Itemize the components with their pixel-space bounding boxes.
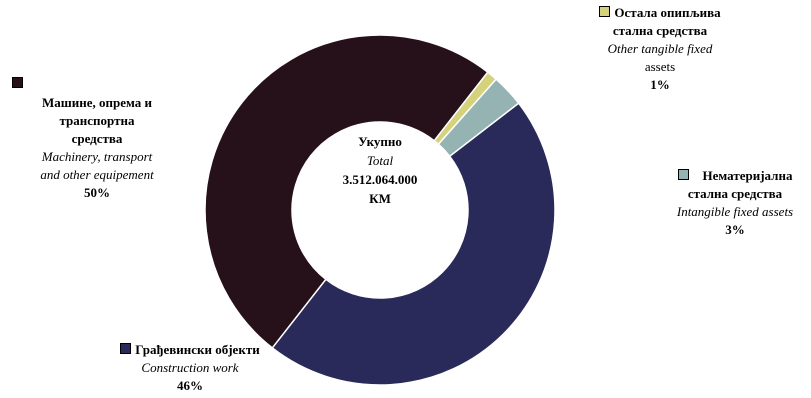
donut-slice-2 — [271, 102, 556, 386]
label-other-tangible-title: Остала опипљива — [560, 4, 760, 22]
center-unit: КМ — [369, 191, 391, 206]
label-machinery-en-2: and other equipement — [40, 167, 154, 182]
label-construction: Грађевински објекти Construction work 46… — [90, 341, 290, 395]
label-machinery-en: Machinery, transport — [41, 149, 153, 164]
center-subtitle: Total — [366, 153, 394, 168]
label-intangible-title: Нематеријална — [650, 167, 811, 185]
label-construction-pct: 46% — [177, 378, 203, 393]
donut-slices — [204, 34, 556, 386]
label-machinery-pct: 50% — [84, 185, 110, 200]
label-intangible: Нематеријална стална средства Intangible… — [650, 167, 811, 239]
legend-swatch-construction — [120, 343, 132, 354]
center-value: 3.512.064.000 — [342, 172, 418, 187]
center-title: Укупно — [358, 134, 402, 149]
label-construction-en: Construction work — [141, 360, 239, 375]
label-intangible-title-2: стална средства — [687, 186, 783, 201]
label-other-tangible: Остала опипљива стална средства Other ta… — [560, 4, 760, 94]
label-other-tangible-title-2: стална средства — [612, 23, 708, 38]
legend-swatch-intangible — [677, 169, 689, 180]
legend-swatch-machinery — [12, 77, 23, 88]
label-machinery: Машине, опрема и транспортна средства Ma… — [12, 94, 182, 202]
donut-center-total: Укупно Total 3.512.064.000 КМ — [320, 132, 440, 208]
label-machinery-title-2: транспортна — [59, 113, 135, 128]
label-construction-title: Грађевински објекти — [90, 341, 290, 359]
label-other-tangible-en-2: assets — [644, 59, 676, 74]
label-other-tangible-pct: 1% — [650, 77, 670, 92]
label-machinery-title-3: средства — [71, 131, 123, 146]
label-machinery-title: Машине, опрема и — [42, 95, 152, 110]
label-intangible-en: Intangible fixed assets — [676, 204, 794, 219]
label-other-tangible-en: Other tangible fixed — [607, 41, 713, 56]
label-intangible-pct: 3% — [725, 222, 745, 237]
legend-swatch-other-tangible — [599, 6, 611, 17]
donut-slice-3 — [204, 34, 489, 349]
